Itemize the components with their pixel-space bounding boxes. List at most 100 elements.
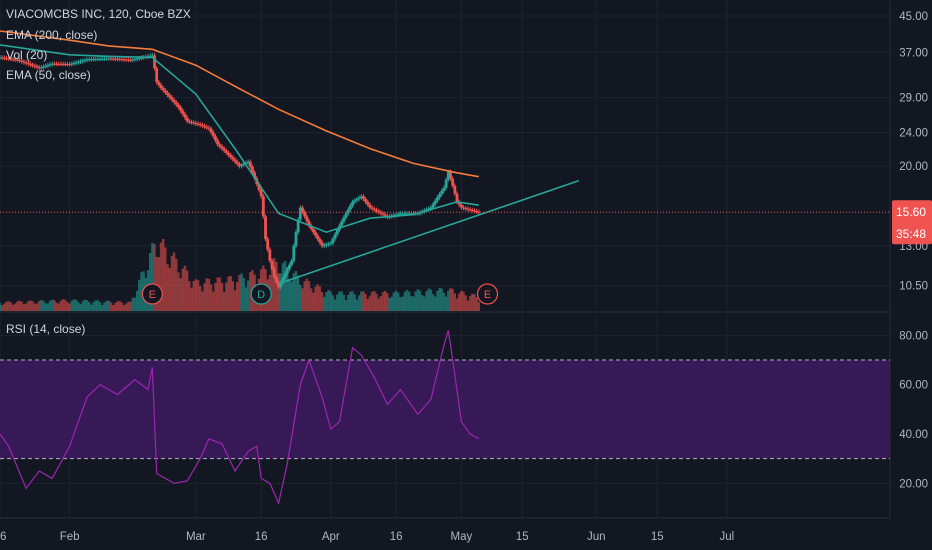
volume-bar xyxy=(233,290,237,311)
candle-body xyxy=(63,63,67,65)
volume-bar xyxy=(207,278,211,311)
volume-bar xyxy=(392,292,396,311)
volume-bar xyxy=(118,301,121,311)
volume-bar xyxy=(344,299,348,311)
ema200-legend[interactable]: EMA (200, close) xyxy=(6,28,98,42)
candle-body xyxy=(107,58,111,60)
candle-body xyxy=(290,260,294,265)
candle-body xyxy=(235,161,239,164)
candle-body xyxy=(192,122,196,124)
candle-body xyxy=(111,58,115,60)
candle-body xyxy=(455,193,459,202)
candle-body xyxy=(237,163,241,167)
volume-bar xyxy=(368,295,372,311)
candle-body xyxy=(44,65,48,67)
volume-bar xyxy=(55,302,58,311)
volume-bar xyxy=(120,302,124,311)
candle-body xyxy=(31,64,35,66)
candle-body xyxy=(473,210,476,212)
candle-body xyxy=(222,148,226,151)
volume-bar xyxy=(244,287,248,311)
candle-body xyxy=(87,59,91,61)
candle-body xyxy=(168,95,172,98)
candle-body xyxy=(183,114,187,118)
volume-bar xyxy=(375,293,378,311)
volume-bar xyxy=(177,272,180,311)
volume-bar xyxy=(440,288,443,311)
candle-body xyxy=(270,260,274,269)
candle-body xyxy=(5,58,8,60)
volume-bar xyxy=(381,292,385,311)
volume-bar xyxy=(214,282,217,311)
volume-bar xyxy=(94,300,97,311)
volume-bar xyxy=(90,304,93,311)
candle-body xyxy=(57,63,61,65)
volume-bar xyxy=(455,298,459,311)
candle-body xyxy=(335,229,339,235)
event-marker-d[interactable]: D xyxy=(250,283,272,305)
volume-bar xyxy=(166,264,169,311)
candle-body xyxy=(55,63,58,65)
candle-body xyxy=(436,197,439,201)
volume-bar xyxy=(48,300,52,311)
candle-body xyxy=(466,208,470,210)
candle-body xyxy=(344,213,348,218)
volume-bar xyxy=(9,302,13,311)
volume-bar xyxy=(175,258,178,311)
volume-legend[interactable]: Vol (20) xyxy=(6,48,48,62)
candle-body xyxy=(48,64,52,66)
volume-bar xyxy=(401,296,404,311)
candle-body xyxy=(449,171,452,179)
volume-bar xyxy=(466,300,470,311)
candle-body xyxy=(29,63,32,65)
candle-body xyxy=(105,58,109,60)
candle-body xyxy=(90,59,93,61)
volume-bar xyxy=(205,278,208,311)
volume-bar xyxy=(190,287,193,311)
volume-bar xyxy=(125,303,128,311)
rsi-legend[interactable]: RSI (14, close) xyxy=(6,322,86,336)
candle-body xyxy=(81,60,85,62)
candle-body xyxy=(159,85,163,89)
volume-bar xyxy=(42,300,45,311)
volume-bar xyxy=(434,296,437,311)
volume-bar xyxy=(462,291,465,311)
ema50-legend[interactable]: EMA (50, close) xyxy=(6,68,91,82)
candle-body xyxy=(288,264,291,270)
candle-body xyxy=(399,213,402,215)
event-marker-circle xyxy=(250,283,272,305)
volume-bar xyxy=(403,291,406,311)
candle-body xyxy=(462,207,465,209)
volume-bar xyxy=(275,261,278,311)
price-series xyxy=(0,30,890,506)
volume-bar xyxy=(342,294,346,311)
candle-body xyxy=(157,82,161,86)
trendline xyxy=(278,179,580,285)
price-badge-countdown: 35:48 xyxy=(896,227,926,241)
candle-body xyxy=(127,59,130,61)
candle-body xyxy=(427,208,431,210)
candle-body xyxy=(401,213,405,215)
volume-bar xyxy=(431,293,435,311)
candle-body xyxy=(381,213,385,215)
candle-body xyxy=(357,197,361,200)
volume-bar xyxy=(429,289,433,311)
price-tick-label: 20.00 xyxy=(899,161,928,173)
candle-body xyxy=(396,213,400,215)
event-marker-e[interactable]: E xyxy=(476,283,499,305)
volume-bar xyxy=(353,294,356,311)
volume-bar xyxy=(51,299,54,311)
volume-bar xyxy=(338,291,341,311)
event-marker-circle xyxy=(476,283,499,305)
volume-bar xyxy=(238,274,241,311)
volume-bar xyxy=(74,299,78,311)
candle-body xyxy=(316,235,320,239)
volume-bar xyxy=(386,293,389,311)
candle-body xyxy=(198,124,202,126)
event-marker-circle xyxy=(141,283,163,305)
volume-bar xyxy=(362,291,365,311)
volume-bar xyxy=(279,273,282,311)
event-marker-e[interactable]: E xyxy=(141,283,163,305)
